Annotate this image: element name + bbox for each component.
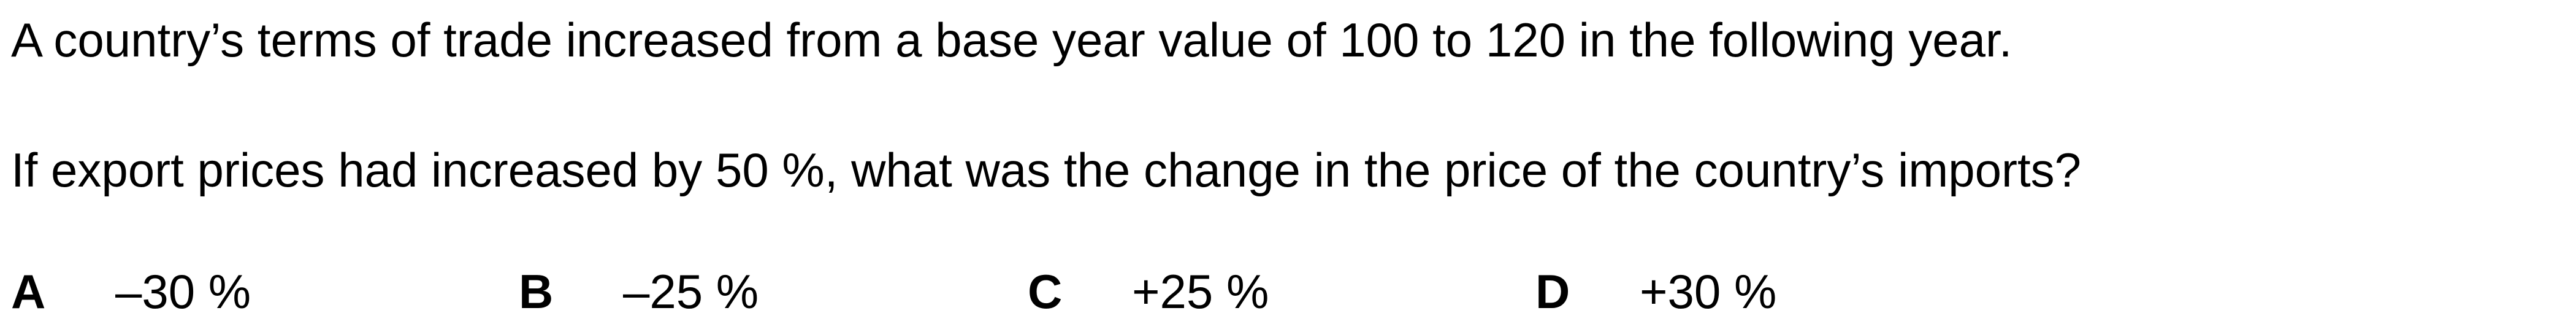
option-b-letter: B — [519, 264, 554, 318]
option-c-letter: C — [1028, 264, 1063, 318]
option-a-value: –30 % — [115, 264, 251, 318]
question-stem-line-1: A country’s terms of trade increased fro… — [11, 13, 2012, 67]
option-a-letter: A — [11, 264, 46, 318]
answer-options: A –30 % B –25 % C +25 % D +30 % — [11, 264, 2562, 325]
option-c[interactable]: C +25 % — [1028, 264, 1269, 325]
option-b[interactable]: B –25 % — [519, 264, 759, 325]
option-b-value: –25 % — [623, 264, 759, 318]
option-a[interactable]: A –30 % — [11, 264, 251, 325]
option-d-value: +30 % — [1640, 264, 1777, 318]
option-c-value: +25 % — [1132, 264, 1269, 318]
question-stem-line-2: If export prices had increased by 50 %, … — [11, 143, 2082, 197]
option-d-letter: D — [1535, 264, 1570, 318]
option-d[interactable]: D +30 % — [1535, 264, 1776, 325]
